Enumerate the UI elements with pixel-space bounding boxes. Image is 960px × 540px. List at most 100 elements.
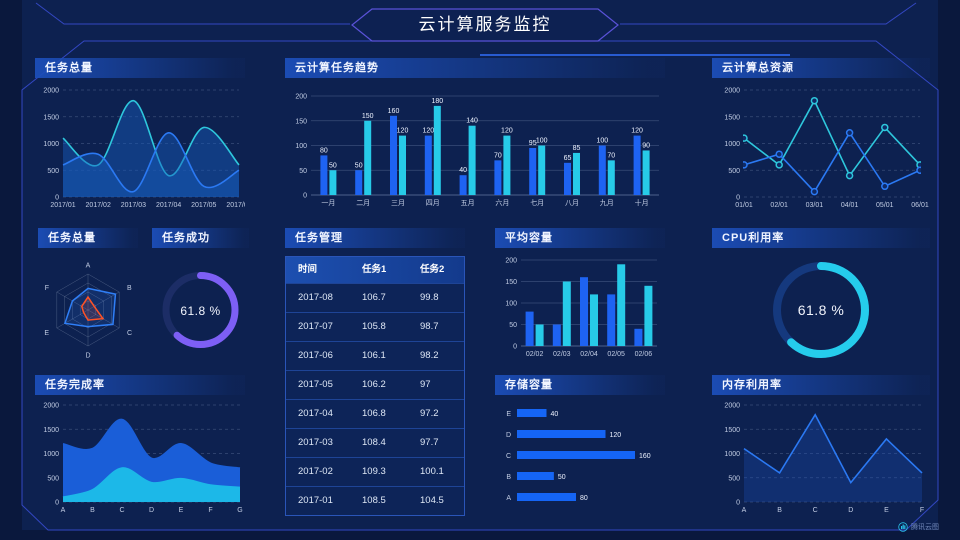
table-cell: 2017-08 (298, 292, 333, 303)
svg-text:100: 100 (596, 138, 608, 145)
svg-text:50: 50 (509, 322, 517, 329)
svg-text:04/01: 04/01 (841, 202, 859, 209)
table-cell: 2017-03 (298, 437, 333, 448)
task-success-gauge: 61.8 % (152, 250, 249, 371)
svg-text:2017/01: 2017/01 (50, 202, 75, 209)
svg-text:一月: 一月 (321, 199, 335, 207)
svg-text:1500: 1500 (724, 427, 740, 434)
svg-text:F: F (208, 507, 212, 514)
svg-text:二月: 二月 (356, 199, 370, 207)
svg-text:B: B (506, 474, 511, 481)
panel-title-task-manage: 任务管理 (285, 228, 465, 248)
svg-text:1000: 1000 (43, 451, 59, 458)
table-cell: 2017-07 (298, 321, 333, 332)
svg-text:D: D (506, 432, 511, 439)
panel-title-storage: 存储容量 (495, 375, 665, 395)
svg-text:B: B (127, 285, 132, 292)
table-cell: 106.7 (362, 292, 386, 303)
svg-text:F: F (45, 285, 49, 292)
panel-title-task-trend: 云计算任务趋势 (285, 58, 665, 78)
svg-text:2000: 2000 (43, 88, 59, 95)
svg-text:02/05: 02/05 (607, 351, 625, 358)
svg-text:65: 65 (564, 155, 572, 162)
svg-text:C: C (127, 330, 132, 337)
svg-text:F: F (920, 507, 924, 514)
svg-text:120: 120 (422, 128, 434, 135)
svg-text:150: 150 (362, 113, 374, 120)
table-cell: 108.5 (362, 495, 386, 506)
svg-text:100: 100 (536, 138, 548, 145)
svg-text:02/03: 02/03 (553, 351, 571, 358)
panel-total-resources: 云计算总资源 0 500 1000 1500 2000 01/01 02/01 03/01 04… (712, 58, 930, 215)
svg-text:200: 200 (505, 258, 517, 265)
panel-title-tasks-total: 任务总量 (35, 58, 245, 78)
table-row: 2017-07 105.8 98.7 (286, 312, 464, 341)
completion-chart: 0 500 1000 1500 2000 A B C D E F G (35, 397, 245, 523)
svg-text:500: 500 (47, 168, 59, 175)
svg-text:2017/02: 2017/02 (86, 202, 111, 209)
svg-text:70: 70 (494, 152, 502, 159)
svg-text:02/04: 02/04 (580, 351, 598, 358)
table-cell: 108.4 (362, 437, 386, 448)
panel-title-radar-tasks: 任务总量 (38, 228, 138, 248)
svg-text:100: 100 (505, 301, 517, 308)
svg-text:2000: 2000 (724, 88, 740, 95)
svg-text:150: 150 (295, 118, 307, 125)
svg-text:G: G (237, 507, 242, 514)
svg-text:四月: 四月 (426, 199, 440, 207)
svg-text:02/02: 02/02 (526, 351, 544, 358)
svg-text:120: 120 (610, 432, 622, 439)
table-cell: 109.3 (362, 466, 386, 477)
svg-text:2017/05: 2017/05 (191, 202, 216, 209)
svg-text:D: D (848, 507, 853, 514)
svg-text:150: 150 (505, 279, 517, 286)
table-row: 2017-05 106.2 97 (286, 370, 464, 399)
svg-text:200: 200 (295, 94, 307, 101)
svg-text:50: 50 (299, 168, 307, 175)
task-trend-chart: 0 50 100 150 200 一月 二月 三月 四月 五月 六月 七月 八月 九月 十月 80 50 160 1… (285, 80, 665, 218)
svg-text:90: 90 (642, 142, 650, 149)
svg-text:01/01: 01/01 (735, 202, 753, 209)
svg-text:2000: 2000 (43, 403, 59, 410)
svg-text:九月: 九月 (600, 198, 614, 207)
cpu-usage-gauge: 61.8 % (712, 250, 930, 371)
svg-text:1000: 1000 (43, 141, 59, 148)
table-row: 2017-08 106.7 99.8 (286, 283, 464, 312)
svg-text:40: 40 (459, 167, 467, 174)
svg-text:C: C (813, 507, 818, 514)
panel-title-memory: 内存利用率 (712, 375, 930, 395)
svg-text:五月: 五月 (461, 199, 475, 207)
watermark: 腾讯云图 (898, 522, 939, 532)
svg-text:160: 160 (388, 108, 400, 115)
svg-text:E: E (506, 411, 511, 418)
svg-text:06/01: 06/01 (911, 202, 929, 209)
table-cell: 99.8 (420, 292, 439, 303)
svg-text:B: B (777, 507, 782, 514)
svg-text:D: D (149, 507, 154, 514)
svg-text:D: D (85, 353, 90, 360)
svg-text:六月: 六月 (495, 198, 509, 207)
panel-title-task-success: 任务成功 (152, 228, 249, 248)
svg-text:2017/03: 2017/03 (121, 202, 146, 209)
svg-text:03/01: 03/01 (806, 202, 824, 209)
svg-text:02/01: 02/01 (770, 202, 788, 209)
memory-chart: 0 500 1000 1500 2000 A B C D E F (712, 397, 930, 523)
table-header-cell: 任务1 (362, 264, 387, 275)
panel-cpu-usage: CPU利用率 61.8 % (712, 228, 930, 368)
svg-text:A: A (86, 263, 91, 270)
table-row: 2017-02 109.3 100.1 (286, 457, 464, 486)
svg-text:70: 70 (607, 152, 615, 159)
table-cell: 2017-05 (298, 379, 333, 390)
svg-text:C: C (119, 507, 124, 514)
table-cell: 97.2 (420, 408, 439, 419)
svg-text:B: B (90, 507, 95, 514)
svg-text:140: 140 (466, 118, 478, 125)
total-resources-chart: 0 500 1000 1500 2000 01/01 02/01 03/01 04/01 05/0… (712, 80, 930, 218)
table-cell: 105.8 (362, 321, 386, 332)
svg-text:0: 0 (55, 500, 59, 507)
svg-text:三月: 三月 (391, 199, 405, 207)
panel-title-cpu-usage: CPU利用率 (712, 228, 930, 248)
svg-text:1000: 1000 (724, 451, 740, 458)
table-cell: 2017-04 (298, 408, 333, 419)
